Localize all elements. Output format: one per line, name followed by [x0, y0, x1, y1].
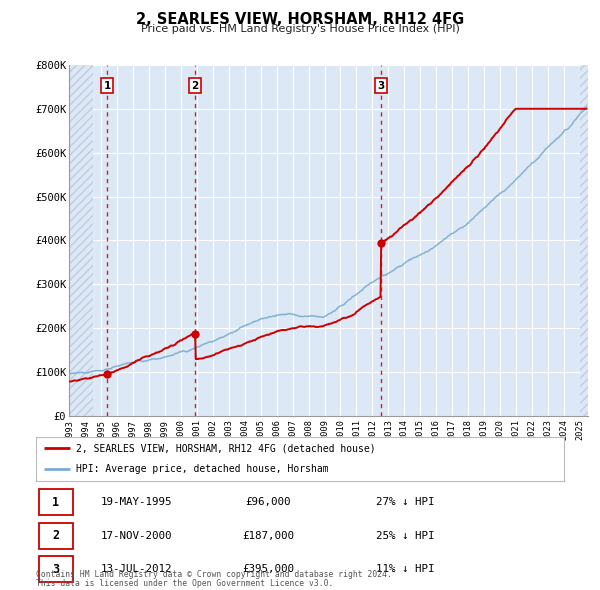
Text: 19-MAY-1995: 19-MAY-1995 — [101, 497, 172, 507]
Text: 1: 1 — [52, 496, 59, 509]
Text: 1: 1 — [103, 81, 110, 91]
Text: Contains HM Land Registry data © Crown copyright and database right 2024.: Contains HM Land Registry data © Crown c… — [36, 570, 392, 579]
Text: 17-NOV-2000: 17-NOV-2000 — [101, 531, 172, 540]
Text: 2, SEARLES VIEW, HORSHAM, RH12 4FG (detached house): 2, SEARLES VIEW, HORSHAM, RH12 4FG (deta… — [76, 443, 375, 453]
Bar — [580, 65, 588, 416]
Text: 2: 2 — [191, 81, 199, 91]
Text: 27% ↓ HPI: 27% ↓ HPI — [376, 497, 435, 507]
FancyBboxPatch shape — [38, 523, 73, 549]
Text: 3: 3 — [377, 81, 385, 91]
Bar — [69, 65, 93, 416]
Text: HPI: Average price, detached house, Horsham: HPI: Average price, detached house, Hors… — [76, 464, 328, 474]
Text: This data is licensed under the Open Government Licence v3.0.: This data is licensed under the Open Gov… — [36, 579, 334, 588]
Text: 3: 3 — [52, 563, 59, 576]
Text: £96,000: £96,000 — [245, 497, 291, 507]
Text: Price paid vs. HM Land Registry's House Price Index (HPI): Price paid vs. HM Land Registry's House … — [140, 24, 460, 34]
FancyBboxPatch shape — [38, 489, 73, 515]
FancyBboxPatch shape — [38, 556, 73, 582]
Text: 13-JUL-2012: 13-JUL-2012 — [101, 565, 172, 574]
Text: £395,000: £395,000 — [242, 565, 295, 574]
Text: 2: 2 — [52, 529, 59, 542]
Text: 2, SEARLES VIEW, HORSHAM, RH12 4FG: 2, SEARLES VIEW, HORSHAM, RH12 4FG — [136, 12, 464, 27]
Text: 25% ↓ HPI: 25% ↓ HPI — [376, 531, 435, 540]
Text: £187,000: £187,000 — [242, 531, 295, 540]
Text: 11% ↓ HPI: 11% ↓ HPI — [376, 565, 435, 574]
